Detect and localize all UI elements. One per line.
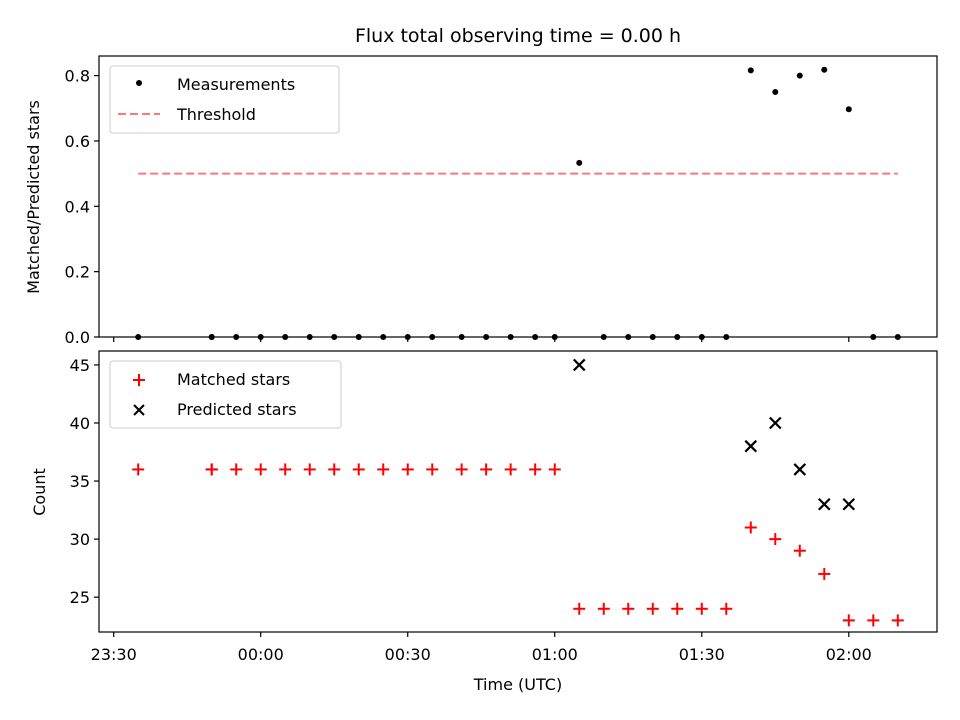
- matched-stars-point: [279, 463, 292, 476]
- bottom-x-tick-label: 00:00: [238, 645, 284, 664]
- bottom-x-tick-label: 00:30: [385, 645, 431, 664]
- predicted-stars-point: [818, 497, 831, 511]
- bottom-x-tick-label: 01:00: [532, 645, 578, 664]
- predicted-stars-point: [572, 358, 586, 372]
- legend-predicted-label: Predicted stars: [177, 400, 297, 419]
- top-y-tick-label: 0.4: [65, 197, 90, 216]
- matched-stars-point: [720, 602, 733, 615]
- measurement-point: [845, 106, 852, 113]
- top-x-ticks: [113, 337, 850, 342]
- legend-measurements-label: Measurements: [177, 75, 295, 94]
- bottom-y-tick-label: 45: [70, 356, 90, 375]
- bottom-legend-box: [109, 360, 342, 429]
- predicted-stars-point: [842, 497, 856, 511]
- matched-stars-point: [891, 614, 904, 627]
- top-y-ticks: 0.0 0.2 0.4 0.6 0.8: [65, 67, 99, 347]
- bottom-x-tick-label: 01:30: [679, 645, 725, 664]
- legend-predicted-marker: [133, 404, 145, 416]
- legend-matched-marker: [133, 374, 145, 386]
- matched-stars-point: [671, 602, 684, 615]
- bottom-y-axis-label: Count: [30, 468, 49, 516]
- top-panel: 0.00.20.40.60.8 Matched/Predicted stars …: [24, 55, 938, 347]
- matched-stars-point: [529, 463, 542, 476]
- measurement-point: [747, 67, 754, 74]
- measurement-point: [796, 72, 803, 79]
- bottom-x-tick-label: 23:30: [91, 645, 137, 664]
- bottom-y-tick-label: 30: [70, 530, 90, 549]
- predicted-stars-point: [744, 439, 758, 453]
- bottom-data-marks: [132, 358, 904, 627]
- bottom-x-ticks: 23:30 00:00 00:30 01:00 01:30 02:00: [91, 632, 872, 664]
- matched-stars-point: [377, 463, 390, 476]
- predicted-stars-point: [769, 416, 782, 430]
- matched-stars-point: [426, 463, 439, 476]
- measurement-point: [821, 66, 828, 73]
- x-axis-label: Time (UTC): [473, 675, 562, 694]
- top-y-tick-label: 0.6: [65, 132, 90, 151]
- measurement-point: [576, 159, 583, 166]
- matched-stars-point: [793, 544, 806, 557]
- matched-stars-point: [328, 463, 341, 476]
- bottom-legend: Matched stars Predicted stars: [109, 360, 342, 429]
- legend-threshold-label: Threshold: [176, 105, 256, 124]
- top-y-tick-label: 0.2: [65, 263, 90, 282]
- bottom-x-tick-label: 02:00: [826, 645, 872, 664]
- matched-stars-point: [352, 463, 365, 476]
- matched-stars-point: [867, 614, 880, 627]
- predicted-stars-point: [793, 463, 807, 476]
- matched-stars-point: [622, 602, 635, 615]
- top-y-tick-label: 0.8: [65, 67, 90, 86]
- matched-stars-point: [769, 533, 782, 546]
- legend-matched-label: Matched stars: [177, 370, 290, 389]
- matched-stars-point: [132, 463, 145, 476]
- bottom-plot-frame: [98, 350, 938, 633]
- top-y-axis-label: Matched/Predicted stars: [24, 100, 43, 294]
- matched-stars-point: [504, 463, 517, 476]
- matched-stars-point: [744, 521, 757, 534]
- matched-stars-point: [695, 602, 708, 615]
- top-legend-box: [109, 65, 340, 134]
- top-legend: Measurements Threshold: [109, 65, 340, 134]
- matched-stars-point: [254, 463, 267, 476]
- matched-stars-point: [646, 602, 659, 615]
- measurement-point: [772, 88, 779, 95]
- matched-stars-point: [230, 463, 243, 476]
- matched-stars-point: [597, 602, 610, 615]
- matched-stars-point: [480, 463, 493, 476]
- bottom-y-ticks: 25 30 35 40 45: [70, 356, 99, 607]
- matched-stars-point: [573, 602, 586, 615]
- matched-stars-point: [303, 463, 316, 476]
- chart-title: Flux total observing time = 0.00 h: [355, 25, 681, 47]
- bottom-y-tick-label: 35: [70, 472, 90, 491]
- top-y-tick-label: 0.0: [65, 328, 90, 347]
- matched-stars-point: [401, 463, 414, 476]
- bottom-panel: 25 30 35 40 45 23:30 00:00 00:30 01:00 01:30 02:0…: [30, 350, 938, 694]
- legend-measurements-marker: [136, 80, 142, 86]
- matched-stars-point: [205, 463, 218, 476]
- matched-stars-point: [548, 463, 561, 476]
- bottom-y-tick-label: 40: [70, 414, 90, 433]
- bottom-y-tick-label: 25: [70, 588, 90, 607]
- top-plot-frame: [98, 55, 938, 338]
- matched-stars-point: [842, 614, 855, 627]
- matched-stars-point: [455, 463, 468, 476]
- matched-stars-point: [818, 567, 831, 580]
